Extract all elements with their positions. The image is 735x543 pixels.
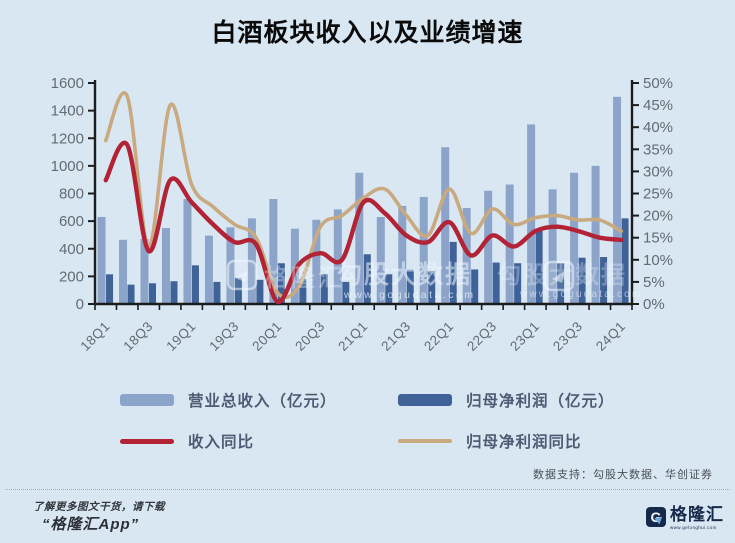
svg-text:10%: 10% xyxy=(643,252,673,269)
svg-text:200: 200 xyxy=(59,268,84,285)
svg-text:35%: 35% xyxy=(643,141,673,158)
svg-text:www.gogudata.com: www.gogudata.com xyxy=(519,289,642,300)
svg-text:1000: 1000 xyxy=(51,158,84,175)
svg-text:1600: 1600 xyxy=(51,75,84,92)
dotted-divider xyxy=(5,489,730,490)
svg-text:18Q3: 18Q3 xyxy=(120,319,155,354)
legend-label-revenue: 营业总收入（亿元） xyxy=(188,393,337,410)
svg-text:21Q3: 21Q3 xyxy=(378,319,413,354)
svg-text:30%: 30% xyxy=(643,163,673,180)
brand-name: 格隆汇 xyxy=(670,505,724,524)
svg-text:勾股大数据: 勾股大数据 xyxy=(497,262,627,289)
legend-item-profit-yoy: 归母净利润同比 xyxy=(398,430,640,452)
svg-text:19Q3: 19Q3 xyxy=(206,319,241,354)
svg-text:600: 600 xyxy=(59,213,84,230)
svg-text:勾股大数据: 勾股大数据 xyxy=(337,260,472,289)
svg-text:25%: 25% xyxy=(643,186,673,203)
profit-yoy-line-swatch xyxy=(398,439,452,443)
revenue-yoy-line xyxy=(103,140,624,304)
gelonghui-brand: G 格隆汇 www.gelonghui.com xyxy=(646,505,724,530)
svg-text:1200: 1200 xyxy=(51,130,84,147)
svg-text:15%: 15% xyxy=(643,230,673,247)
svg-text:20%: 20% xyxy=(643,208,673,225)
svg-text:400: 400 xyxy=(59,241,84,258)
legend-label-profit: 归母净利润（亿元） xyxy=(466,393,615,410)
profit-yoy-line xyxy=(103,91,624,300)
svg-text:23Q1: 23Q1 xyxy=(507,319,542,354)
page-title: 白酒板块收入以及业绩增速 xyxy=(211,19,524,47)
footer-note-line1: 了解更多图文干货，请下载 xyxy=(33,501,165,513)
svg-text:19Q1: 19Q1 xyxy=(163,319,198,354)
brand-url: www.gelonghui.com xyxy=(670,525,717,531)
svg-text:1400: 1400 xyxy=(51,103,84,120)
footer-note-line2: “格隆汇App” xyxy=(42,516,140,533)
svg-text:40%: 40% xyxy=(643,119,673,136)
legend-label-revenue-yoy: 收入同比 xyxy=(188,434,255,451)
svg-text:45%: 45% xyxy=(643,97,673,114)
svg-text:21Q1: 21Q1 xyxy=(335,319,370,354)
legend-label-profit-yoy: 归母净利润同比 xyxy=(466,434,582,451)
svg-text:www.gogudata.com: www.gogudata.com xyxy=(343,289,476,301)
chart-legend: 营业总收入（亿元） 归母净利润（亿元） 收入同比 归母净利润同比 xyxy=(120,389,640,452)
svg-text:18Q1: 18Q1 xyxy=(77,319,112,354)
svg-text:0%: 0% xyxy=(643,296,665,313)
svg-text:20Q1: 20Q1 xyxy=(249,319,284,354)
revenue-yoy-line-swatch xyxy=(120,438,174,444)
revenue-bar-swatch xyxy=(120,394,174,406)
legend-item-profit: 归母净利润（亿元） xyxy=(398,389,640,411)
svg-text:22Q1: 22Q1 xyxy=(421,319,456,354)
combo-chart: 0 200 400 600 800 1000 1200 1400 1600 0% 5% 10% 15% 2… xyxy=(51,75,673,354)
svg-text:0: 0 xyxy=(76,296,84,313)
data-source-note: 数据支持：勾股大数据、华创证券 xyxy=(533,469,713,481)
svg-text:20Q3: 20Q3 xyxy=(292,319,327,354)
legend-item-revenue: 营业总收入（亿元） xyxy=(120,389,398,411)
profit-bars xyxy=(106,218,629,304)
svg-text:24Q1: 24Q1 xyxy=(593,319,628,354)
svg-text:50%: 50% xyxy=(643,75,673,92)
svg-text:22Q3: 22Q3 xyxy=(464,319,499,354)
legend-item-revenue-yoy: 收入同比 xyxy=(120,430,398,452)
svg-text:5%: 5% xyxy=(643,274,665,291)
watermark: 格隆汇勾股大数据www.gogudata.com勾股大数据www.gogudat… xyxy=(226,259,642,301)
svg-text:格隆汇: 格隆汇 xyxy=(264,264,345,292)
gelonghui-logo-icon: G xyxy=(646,507,666,527)
svg-text:23Q3: 23Q3 xyxy=(550,319,585,354)
x-axis-labels: 18Q1 18Q3 19Q1 19Q3 20Q1 20Q3 21Q1 21Q3 22Q1 22Q3… xyxy=(77,319,628,354)
logo-letter: G xyxy=(650,509,662,525)
axes: 0 200 400 600 800 1000 1200 1400 1600 0% 5% 10% 15% 2… xyxy=(51,75,673,313)
svg-text:800: 800 xyxy=(59,186,84,203)
profit-bar-swatch xyxy=(398,394,452,406)
